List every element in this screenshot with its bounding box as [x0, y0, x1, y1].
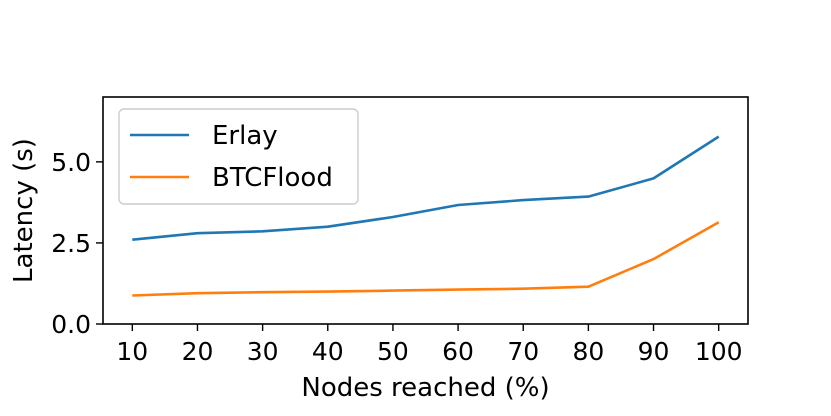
x-tick-label: 10: [116, 337, 148, 366]
x-tick-label: 30: [247, 337, 279, 366]
legend-box: [118, 108, 359, 205]
x-tick-label: 100: [695, 337, 743, 366]
x-tick-label: 40: [312, 337, 344, 366]
y-tick-label: 5.0: [51, 148, 91, 177]
y-axis-label: Latency (s): [9, 138, 39, 283]
x-tick-label: 60: [442, 337, 474, 366]
x-axis-label: Nodes reached (%): [301, 373, 549, 403]
y-tick-label: 0.0: [51, 310, 91, 339]
legend-label-erlay: Erlay: [212, 121, 278, 151]
x-tick-label: 20: [182, 337, 214, 366]
plot-frame: [102, 96, 749, 325]
series-layer: [132, 135, 720, 297]
x-axis: 10 20 30 40 50 60 70 80 90 100: [116, 324, 743, 366]
y-axis: 0.0 2.5 5.0: [51, 148, 103, 339]
series-line-btcflood: [132, 221, 720, 297]
x-tick-label: 50: [377, 337, 409, 366]
x-tick-label: 70: [507, 337, 539, 366]
legend: Erlay BTCFlood: [118, 108, 359, 205]
series-line-erlay: [132, 135, 720, 241]
x-tick-label: 90: [638, 337, 670, 366]
y-tick-label: 2.5: [51, 229, 91, 258]
x-tick-label: 80: [572, 337, 604, 366]
legend-label-btcflood: BTCFlood: [212, 163, 333, 193]
